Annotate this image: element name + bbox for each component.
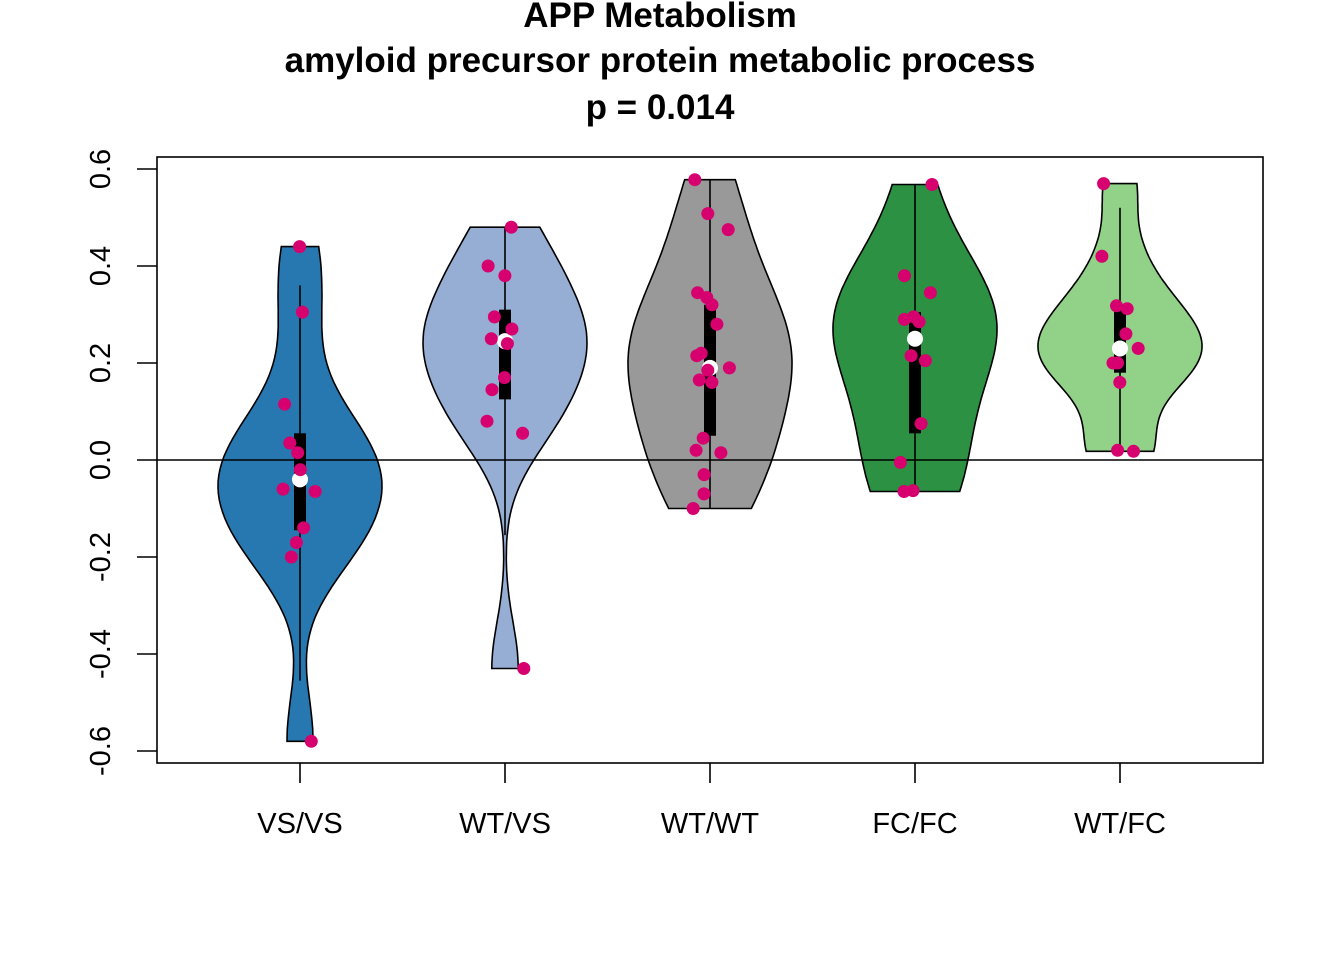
data-point bbox=[690, 349, 704, 363]
y-tick-label: 0.6 bbox=[85, 149, 117, 189]
data-point bbox=[689, 443, 703, 457]
x-tick-label: WT/VS bbox=[459, 808, 551, 840]
data-point bbox=[906, 484, 920, 498]
data-point bbox=[1127, 444, 1140, 458]
data-point bbox=[498, 371, 511, 385]
y-tick-label: 0.2 bbox=[85, 343, 117, 383]
x-tick-label: WT/WT bbox=[661, 808, 760, 840]
y-tick-label: 0.0 bbox=[85, 440, 117, 480]
data-point bbox=[696, 431, 710, 445]
data-point bbox=[487, 310, 501, 324]
points-layer bbox=[276, 173, 1145, 748]
y-tick-label: -0.4 bbox=[85, 629, 117, 679]
data-point bbox=[517, 662, 531, 675]
data-point bbox=[293, 240, 307, 254]
data-point bbox=[914, 417, 928, 431]
x-tick-label: WT/FC bbox=[1074, 808, 1166, 840]
data-point bbox=[697, 468, 711, 482]
data-point bbox=[297, 521, 311, 535]
data-point bbox=[904, 349, 918, 363]
y-tick-label: 0.4 bbox=[85, 246, 117, 286]
data-point bbox=[714, 446, 728, 460]
data-point bbox=[1110, 299, 1123, 313]
chart-subtitle: amyloid precursor protein metabolic proc… bbox=[284, 41, 1036, 80]
data-point bbox=[701, 363, 715, 377]
data-point bbox=[923, 286, 937, 300]
data-point bbox=[925, 178, 939, 191]
data-point bbox=[1119, 327, 1133, 341]
data-point bbox=[1113, 375, 1127, 389]
data-point bbox=[498, 269, 512, 283]
data-point bbox=[278, 397, 292, 411]
data-point bbox=[1111, 356, 1124, 370]
data-point bbox=[1111, 443, 1125, 457]
data-point bbox=[500, 337, 514, 351]
data-point bbox=[697, 487, 711, 501]
data-point bbox=[1120, 302, 1134, 316]
p-value-annotation: p = 0.014 bbox=[585, 88, 735, 127]
data-point bbox=[897, 312, 911, 326]
data-point bbox=[722, 361, 736, 375]
data-point bbox=[705, 298, 719, 312]
data-point bbox=[485, 383, 499, 397]
data-point bbox=[295, 305, 309, 319]
median-vs-vs bbox=[292, 471, 308, 488]
data-point bbox=[692, 373, 706, 387]
data-point bbox=[1097, 177, 1111, 191]
data-point bbox=[289, 536, 303, 549]
box-wt-fc bbox=[1114, 307, 1126, 373]
data-point bbox=[480, 414, 494, 428]
data-point bbox=[484, 332, 498, 346]
data-point bbox=[276, 482, 290, 496]
data-point bbox=[918, 354, 932, 368]
x-tick-label: VS/VS bbox=[257, 808, 342, 840]
chart-title: APP Metabolism bbox=[523, 0, 797, 35]
data-point bbox=[1131, 341, 1145, 355]
data-point bbox=[701, 207, 715, 221]
data-point bbox=[283, 436, 297, 450]
data-point bbox=[505, 322, 519, 336]
median-fc-fc bbox=[907, 330, 923, 347]
data-point bbox=[291, 446, 305, 460]
data-point bbox=[308, 485, 322, 498]
axes-layer: VS/VS WT/VS WT/WT FC/FC WT/FC -0.6 -0.4 -0.2 0.0… bbox=[85, 149, 1264, 840]
data-point bbox=[705, 375, 719, 389]
data-point bbox=[898, 269, 911, 283]
data-point bbox=[481, 259, 495, 273]
data-point bbox=[710, 317, 724, 331]
data-point bbox=[688, 173, 702, 187]
data-point bbox=[284, 550, 298, 564]
data-point bbox=[516, 426, 530, 440]
data-point bbox=[293, 463, 307, 477]
data-point bbox=[504, 220, 518, 234]
data-point bbox=[721, 223, 735, 237]
y-tick-label: -0.6 bbox=[85, 726, 117, 776]
data-point bbox=[1095, 249, 1109, 263]
x-tick-label: FC/FC bbox=[872, 808, 957, 840]
median-wt-fc bbox=[1112, 340, 1128, 357]
y-tick-label: -0.2 bbox=[85, 532, 117, 582]
data-point bbox=[912, 315, 926, 329]
data-point bbox=[686, 502, 700, 515]
data-point bbox=[893, 455, 907, 469]
boxes-layer bbox=[292, 179, 1128, 681]
box-fc-fc bbox=[909, 312, 921, 434]
data-point bbox=[304, 734, 318, 748]
